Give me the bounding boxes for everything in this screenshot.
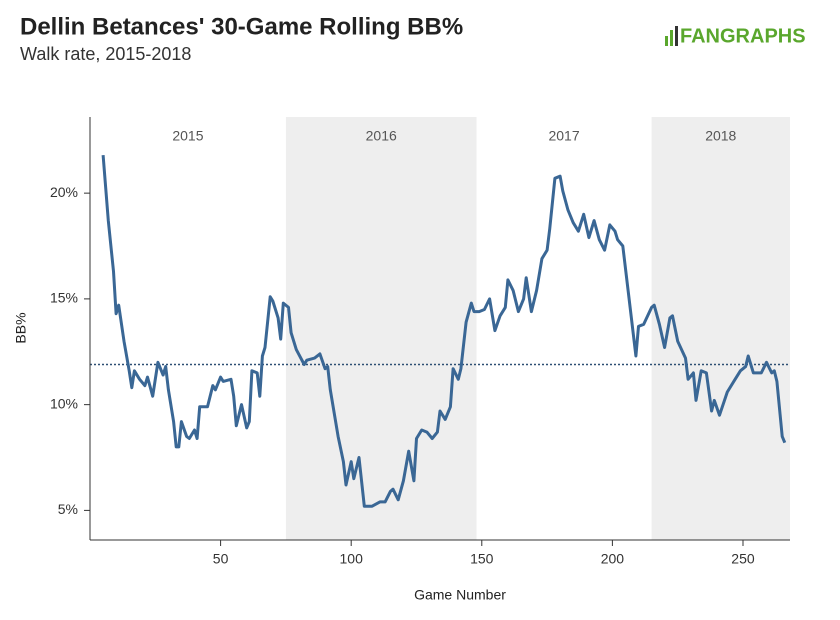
y-tick-label: 5%: [58, 501, 78, 517]
logo-icon: [665, 26, 678, 46]
y-tick-label: 15%: [50, 290, 78, 306]
logo: FANGRAPHS: [680, 25, 806, 47]
season-label: 2015: [172, 128, 203, 144]
data-line: [101, 154, 787, 508]
season-label: 2016: [366, 128, 397, 144]
chart-subtitle: Walk rate, 2015-2018: [20, 44, 191, 64]
y-tick-label: 20%: [50, 184, 78, 200]
x-tick-label: 200: [601, 551, 625, 567]
x-tick-label: 50: [213, 551, 229, 567]
season-label: 2017: [548, 128, 579, 144]
x-tick-label: 100: [340, 551, 364, 567]
x-tick-label: 150: [470, 551, 494, 567]
y-axis-label: BB%: [13, 312, 29, 343]
y-tick-label: 10%: [50, 395, 78, 411]
x-tick-label: 250: [731, 551, 755, 567]
season-band: [651, 117, 790, 540]
season-label: 2018: [705, 128, 736, 144]
season-band: [285, 117, 477, 540]
chart-title: Dellin Betances' 30-Game Rolling BB%: [20, 13, 463, 40]
x-axis-label: Game Number: [414, 587, 506, 603]
